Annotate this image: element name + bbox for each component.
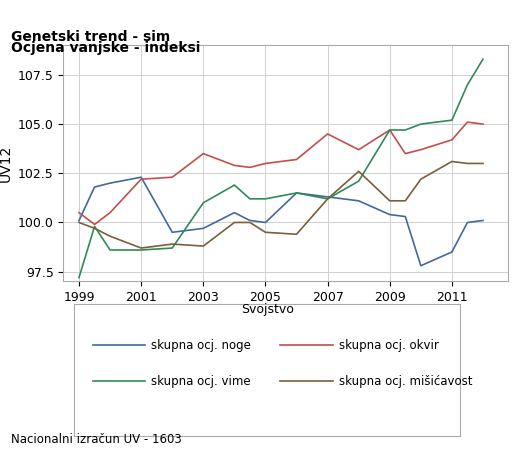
- Text: skupna ocj. vime: skupna ocj. vime: [151, 375, 250, 388]
- X-axis label: Godina rođenja: Godina rođenja: [232, 310, 339, 324]
- Y-axis label: UV12: UV12: [0, 145, 12, 182]
- Text: skupna ocj. noge: skupna ocj. noge: [151, 339, 251, 351]
- Text: skupna ocj. mišićavost: skupna ocj. mišićavost: [339, 375, 472, 388]
- Text: skupna ocj. okvir: skupna ocj. okvir: [339, 339, 439, 351]
- Text: Ocjena vanjske - indeksi: Ocjena vanjske - indeksi: [11, 41, 200, 55]
- Text: Svojstvo: Svojstvo: [241, 302, 294, 316]
- Text: Genetski trend - sim: Genetski trend - sim: [11, 30, 170, 44]
- Text: Nacionalni izračun UV - 1603: Nacionalni izračun UV - 1603: [11, 433, 181, 446]
